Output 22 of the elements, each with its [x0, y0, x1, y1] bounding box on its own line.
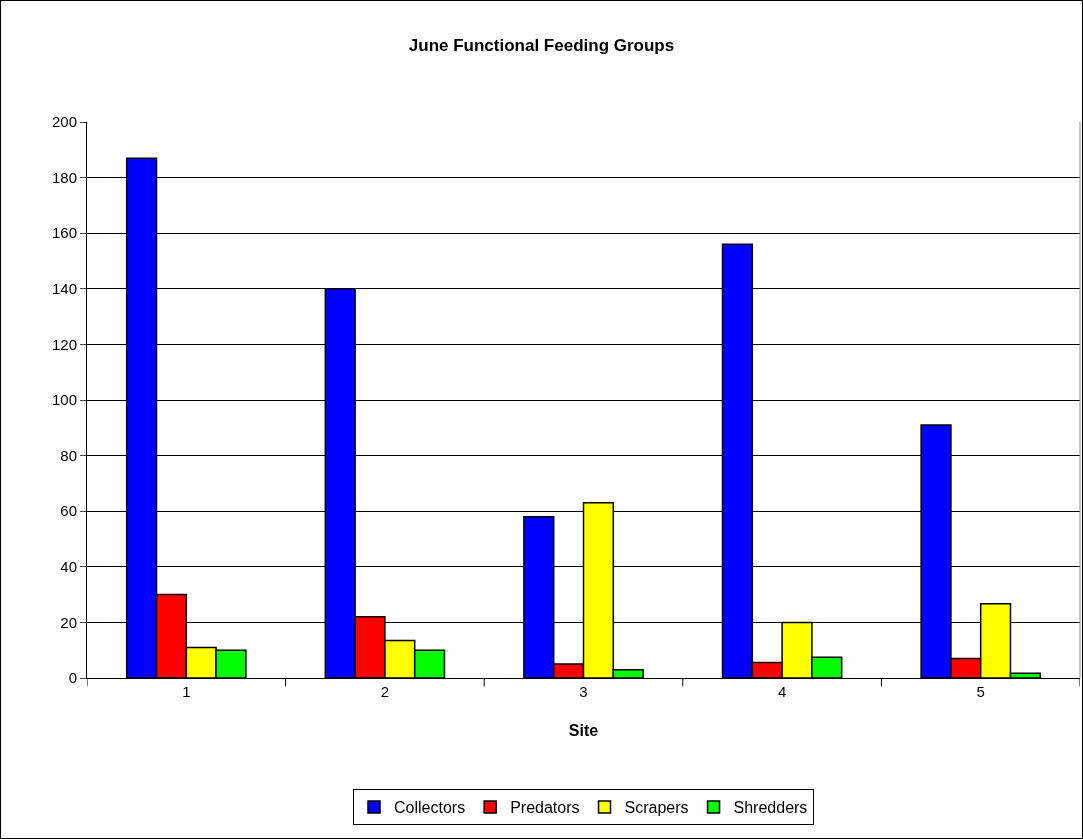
y-tick-label: 60	[60, 502, 77, 520]
y-tick-label: 140	[51, 280, 77, 298]
y-tick-label: 100	[51, 391, 77, 409]
x-axis-title: Site	[568, 722, 599, 739]
legend-label: Predators	[510, 799, 580, 817]
chart-title: June Functional Feeding Groups	[408, 35, 675, 55]
y-tick-label: 200	[51, 113, 77, 131]
legend-label: Shredders	[733, 799, 808, 817]
y-tick-label: 120	[51, 335, 77, 353]
legend-label: Collectors	[394, 799, 466, 817]
y-tick-label: 160	[51, 224, 77, 242]
y-tick-label: 180	[51, 168, 77, 186]
y-tick-label: 0	[68, 669, 77, 687]
y-tick-label: 20	[60, 613, 77, 631]
legend-label: Scrapers	[624, 799, 689, 817]
x-tick-label: 5	[976, 683, 985, 700]
x-tick-label: 4	[777, 683, 787, 700]
y-tick-label: 80	[60, 446, 77, 464]
x-tick-label: 3	[579, 683, 588, 700]
y-tick-label: 40	[60, 558, 77, 576]
x-tick-label: 2	[380, 683, 390, 700]
x-tick-label: 1	[182, 683, 191, 700]
